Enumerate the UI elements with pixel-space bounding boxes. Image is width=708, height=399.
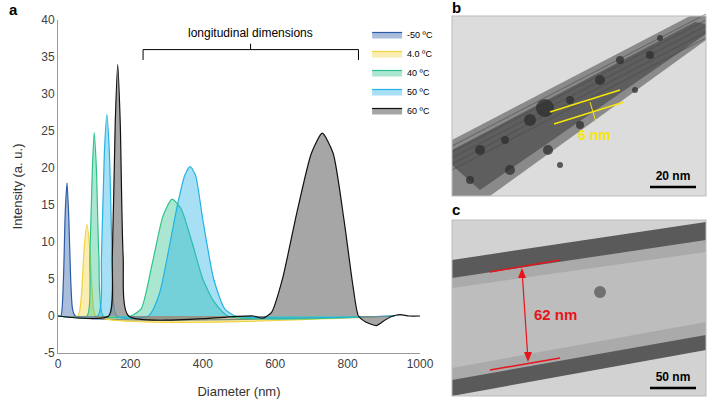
- svg-text:6 nm: 6 nm: [578, 127, 611, 143]
- svg-text:400: 400: [193, 357, 213, 371]
- svg-text:Intensity (a. u.): Intensity (a. u.): [10, 144, 25, 230]
- svg-text:50 nm: 50 nm: [656, 370, 691, 384]
- svg-text:0: 0: [48, 309, 55, 323]
- svg-text:35: 35: [41, 50, 55, 64]
- svg-text:5: 5: [48, 272, 55, 286]
- svg-text:800: 800: [338, 357, 358, 371]
- svg-text:15: 15: [41, 198, 55, 212]
- svg-text:-50 ºC: -50 ºC: [407, 30, 433, 40]
- svg-text:10: 10: [41, 235, 55, 249]
- svg-text:25: 25: [41, 124, 55, 138]
- svg-text:600: 600: [265, 357, 285, 371]
- svg-text:30: 30: [41, 87, 55, 101]
- svg-text:4.0 ºC: 4.0 ºC: [407, 49, 432, 59]
- svg-text:40: 40: [41, 13, 55, 27]
- svg-text:20: 20: [41, 161, 55, 175]
- svg-text:0: 0: [55, 357, 62, 371]
- svg-text:62 nm: 62 nm: [534, 306, 577, 323]
- svg-text:200: 200: [120, 357, 140, 371]
- svg-text:longitudinal dimensions: longitudinal dimensions: [188, 26, 313, 40]
- svg-text:20 nm: 20 nm: [656, 169, 691, 183]
- svg-text:60 ºC: 60 ºC: [407, 106, 430, 116]
- svg-text:a: a: [9, 1, 18, 18]
- svg-text:1000: 1000: [407, 357, 434, 371]
- svg-text:c: c: [452, 201, 460, 218]
- svg-text:b: b: [452, 0, 461, 16]
- svg-text:40 ºC: 40 ºC: [407, 68, 430, 78]
- svg-text:Diameter (nm): Diameter (nm): [197, 384, 280, 399]
- svg-text:50 ºC: 50 ºC: [407, 87, 430, 97]
- svg-text:-5: -5: [44, 346, 55, 360]
